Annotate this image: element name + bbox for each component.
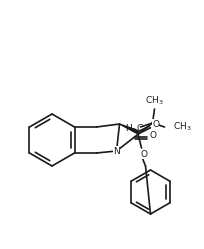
Text: O: O: [152, 120, 159, 128]
Text: CH$_3$: CH$_3$: [173, 121, 191, 133]
Text: N: N: [113, 146, 120, 155]
Text: CH$_3$: CH$_3$: [145, 95, 164, 107]
Text: O: O: [140, 149, 147, 159]
Text: H$_3$C: H$_3$C: [125, 123, 144, 135]
Polygon shape: [120, 124, 138, 133]
Text: O: O: [149, 130, 156, 139]
